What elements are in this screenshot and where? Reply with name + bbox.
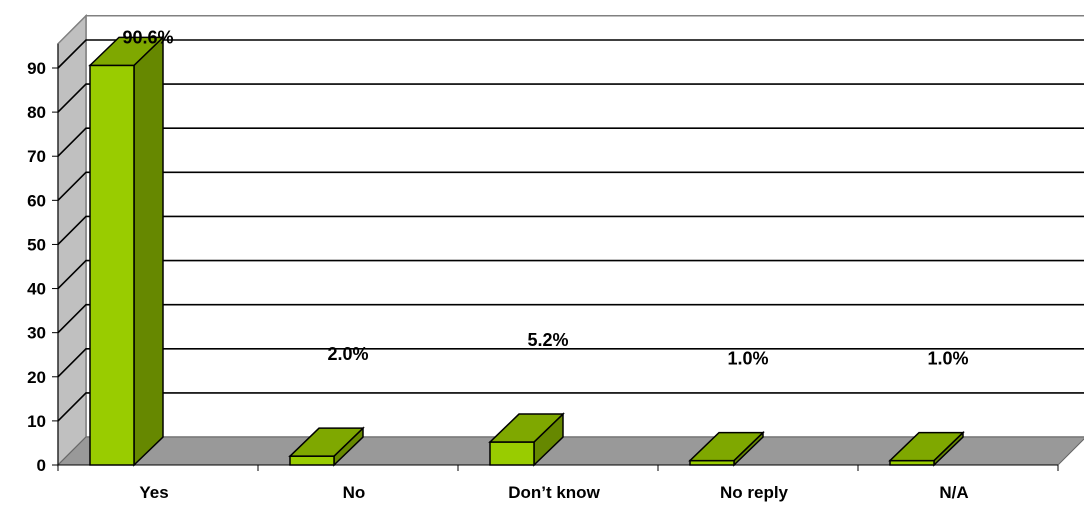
gridline [57,347,1084,378]
bar [688,430,765,467]
gridline [57,127,1084,157]
data-label: 1.0% [927,349,968,369]
bars [88,35,965,467]
chart-walls [57,13,1084,467]
gridlines [57,39,1084,422]
category-label: No [343,483,366,502]
bar-top-face [888,431,965,462]
y-tick-labels: 0 10 20 30 40 50 60 70 80 90 [27,59,46,475]
y-tick-label: 40 [27,280,46,299]
gridline [57,83,1084,113]
bar-front-face [289,455,335,466]
y-tick-label: 30 [27,324,46,343]
gridline [57,392,1084,422]
gridline [57,171,1084,201]
category-labels: Yes No Don’t know No reply N/A [139,483,968,502]
gridline [57,39,1084,69]
bar [888,430,965,467]
y-tick-label: 10 [27,412,46,431]
y-tick-label: 80 [27,103,46,122]
bar-front-face [489,441,535,466]
bar-side-face [133,35,164,467]
bar [488,412,565,467]
data-label: 1.0% [727,349,768,369]
category-label: Don’t know [508,483,600,502]
bar-top-face [288,427,365,457]
bar [88,35,165,467]
category-label: N/A [939,483,968,502]
y-tick-label: 0 [37,456,46,475]
category-label: No reply [720,483,789,502]
gridline [57,215,1084,246]
gridline [57,259,1084,290]
data-labels: 90.6% 2.0% 5.2% 1.0% 1.0% [122,27,968,368]
y-tick-label: 70 [27,147,46,166]
data-label: 2.0% [327,344,368,364]
bar-front-face [89,64,135,466]
data-label: 90.6% [122,27,173,47]
data-label: 5.2% [527,330,568,350]
y-tick-label: 60 [27,191,46,210]
back-wall [85,14,1084,438]
bar [288,426,365,467]
category-label: Yes [139,483,168,502]
y-tick-label: 50 [27,235,46,254]
gridline [57,303,1084,334]
y-tick-label: 20 [27,368,46,387]
bar-top-face [488,413,565,443]
bar-top-face [688,431,765,462]
y-tick-label: 90 [27,59,46,78]
bar-top-face [88,36,165,67]
